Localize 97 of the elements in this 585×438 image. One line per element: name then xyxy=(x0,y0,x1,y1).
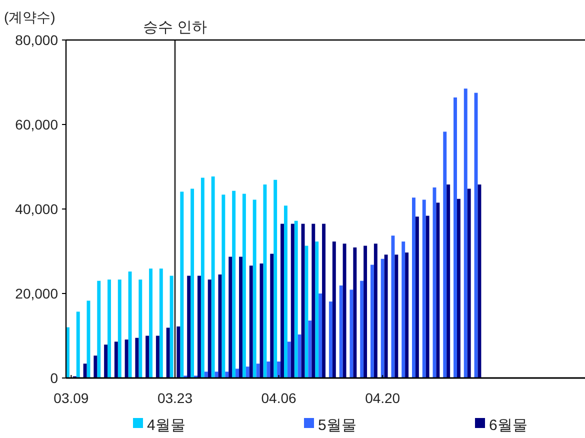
bar xyxy=(380,258,384,378)
bar xyxy=(256,364,260,378)
bar xyxy=(446,184,450,378)
bar xyxy=(76,312,80,378)
y-tick-label: 60,000 xyxy=(15,116,58,132)
x-tick-label: 03.23 xyxy=(157,390,193,406)
bar xyxy=(456,198,460,378)
legend-label: 4월물 xyxy=(147,417,186,434)
bar xyxy=(318,294,322,378)
bar xyxy=(322,224,326,378)
y-tick-label: 40,000 xyxy=(15,201,58,217)
bar xyxy=(211,176,215,378)
bar xyxy=(342,244,346,378)
bar xyxy=(436,202,440,378)
bar xyxy=(166,328,170,378)
bar xyxy=(228,256,232,378)
bar xyxy=(374,244,378,378)
bar xyxy=(312,224,316,378)
bar xyxy=(266,362,270,378)
bar xyxy=(426,216,430,378)
bar xyxy=(270,254,274,378)
bar xyxy=(146,336,150,378)
bar xyxy=(443,132,447,378)
bar xyxy=(467,188,471,378)
legend-label: 6월물 xyxy=(489,417,528,434)
bar xyxy=(364,246,368,378)
bar xyxy=(415,216,419,378)
bar xyxy=(353,247,357,378)
bar xyxy=(339,285,343,378)
bar xyxy=(252,200,256,378)
bar xyxy=(94,356,98,378)
bar xyxy=(287,342,291,378)
bar xyxy=(284,206,288,378)
bar xyxy=(298,334,302,378)
bar xyxy=(290,224,294,378)
x-tick-label: 04.06 xyxy=(261,390,297,406)
bar xyxy=(391,236,395,378)
bar xyxy=(242,194,246,378)
bar xyxy=(405,252,409,378)
bar xyxy=(412,198,416,378)
bar xyxy=(108,280,111,378)
y-tick-label: 80,000 xyxy=(15,32,58,48)
bar xyxy=(304,246,308,378)
bar xyxy=(208,280,212,378)
y-tick-label: 20,000 xyxy=(15,286,58,302)
bar xyxy=(170,276,174,378)
bar xyxy=(277,362,281,378)
bar xyxy=(249,266,253,378)
bar xyxy=(118,280,122,378)
bar xyxy=(263,184,267,378)
bar xyxy=(156,336,160,378)
bar xyxy=(328,302,332,378)
bar xyxy=(402,242,406,378)
bar xyxy=(394,254,398,378)
bar xyxy=(422,200,426,378)
bar xyxy=(83,364,87,378)
bar xyxy=(218,274,222,378)
bar xyxy=(246,366,250,378)
bar xyxy=(159,268,163,378)
bar xyxy=(204,372,208,378)
bar xyxy=(104,344,108,378)
bar xyxy=(370,264,374,378)
bar xyxy=(236,368,239,378)
bar xyxy=(180,192,184,378)
bar xyxy=(384,254,388,378)
bar xyxy=(114,342,118,378)
bar xyxy=(294,220,298,378)
bar xyxy=(222,194,226,378)
bar xyxy=(97,280,101,378)
bar xyxy=(138,280,142,378)
bar xyxy=(124,340,128,378)
bar xyxy=(225,372,229,378)
bar xyxy=(280,224,284,378)
bar xyxy=(454,97,457,378)
bar xyxy=(232,190,236,378)
bar xyxy=(274,180,278,378)
bar xyxy=(187,276,191,378)
bar xyxy=(464,88,468,378)
bar xyxy=(197,276,201,378)
bar xyxy=(332,242,336,378)
legend-label: 5월물 xyxy=(318,417,356,434)
bar xyxy=(478,184,482,378)
y-tick-label: 0 xyxy=(50,370,58,386)
bar xyxy=(135,338,139,378)
bar xyxy=(360,280,364,378)
bar xyxy=(239,256,242,378)
bar xyxy=(200,178,204,378)
bar xyxy=(176,326,180,378)
bar xyxy=(315,242,319,378)
y-axis-title: (계약수) xyxy=(4,9,56,25)
x-tick-label: 04.20 xyxy=(365,390,400,406)
bar xyxy=(149,268,152,378)
bar xyxy=(308,320,312,378)
ref-line-label: 승수 인하 xyxy=(142,19,208,36)
bar xyxy=(350,290,354,378)
x-tick-label: 03.09 xyxy=(54,390,89,406)
bar xyxy=(190,188,194,378)
